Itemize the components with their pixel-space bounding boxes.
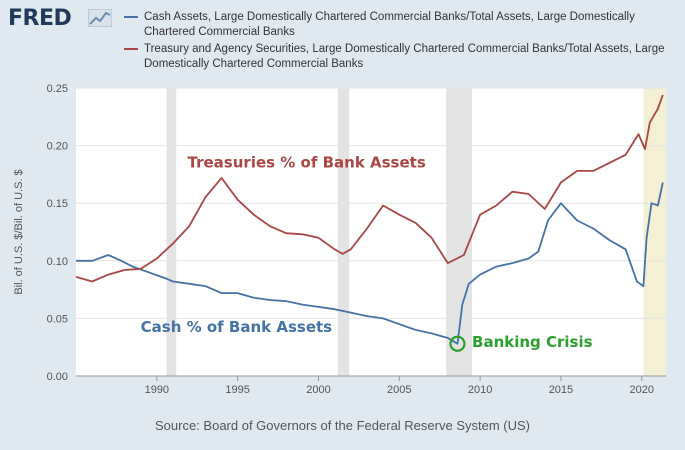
series-line-treasury <box>75 94 664 283</box>
legend-swatch-treasury <box>124 48 138 50</box>
series-line-cash <box>76 182 664 345</box>
legend-item-cash: Cash Assets, Large Domestically Chartere… <box>124 10 669 40</box>
legend-swatch-cash <box>124 16 138 18</box>
chart-annotation: Treasuries % of Bank Assets <box>188 153 426 171</box>
y-axis-ticks: 0.00 0.05 0.10 0.15 0.20 0.25 <box>47 83 68 383</box>
markers <box>449 335 466 352</box>
x-tick-label: 2000 <box>306 384 330 396</box>
chart-annotation: Banking Crisis <box>472 333 593 351</box>
recession-shading <box>166 88 666 376</box>
recession-band <box>337 88 350 376</box>
y-axis-label: Bil. of U.S. $/Bil. of U.S. $ <box>13 169 25 294</box>
x-tick-label: 2010 <box>468 384 492 396</box>
x-tick-label: 2005 <box>387 384 411 396</box>
legend-label-treasury: Treasury and Agency Securities, Large Do… <box>144 43 665 70</box>
source-note: Source: Board of Governors of the Federa… <box>155 418 530 433</box>
x-tick-label: 1995 <box>225 384 249 396</box>
chart-annotation: Cash % of Bank Assets <box>141 318 333 336</box>
fred-logo: FRED <box>8 6 72 31</box>
x-tick-label: 1990 <box>145 384 169 396</box>
y-tick-label: 0.05 <box>47 313 68 325</box>
recession-band <box>166 88 177 376</box>
legend-label-cash: Cash Assets, Large Domestically Chartere… <box>144 11 635 38</box>
x-tick-label: 2020 <box>630 384 654 396</box>
y-tick-label: 0.20 <box>47 141 68 153</box>
y-tick-label: 0.15 <box>47 198 68 210</box>
annotations: Treasuries % of Bank Assets Cash % of Ban… <box>141 153 593 351</box>
banking-crisis-marker <box>449 335 466 352</box>
chart-legend: Cash Assets, Large Domestically Chartere… <box>124 10 669 74</box>
fred-graph-icon <box>88 9 112 27</box>
legend-item-treasury: Treasury and Agency Securities, Large Do… <box>124 42 669 72</box>
x-axis-ticks: 1990 1995 2000 2005 2010 2015 2020 <box>76 375 666 396</box>
recession-band <box>643 88 666 376</box>
series-lines <box>75 94 664 345</box>
y-tick-label: 0.25 <box>47 83 68 95</box>
y-tick-label: 0.10 <box>47 256 68 268</box>
y-tick-label: 0.00 <box>47 371 68 383</box>
x-tick-label: 2015 <box>549 384 573 396</box>
